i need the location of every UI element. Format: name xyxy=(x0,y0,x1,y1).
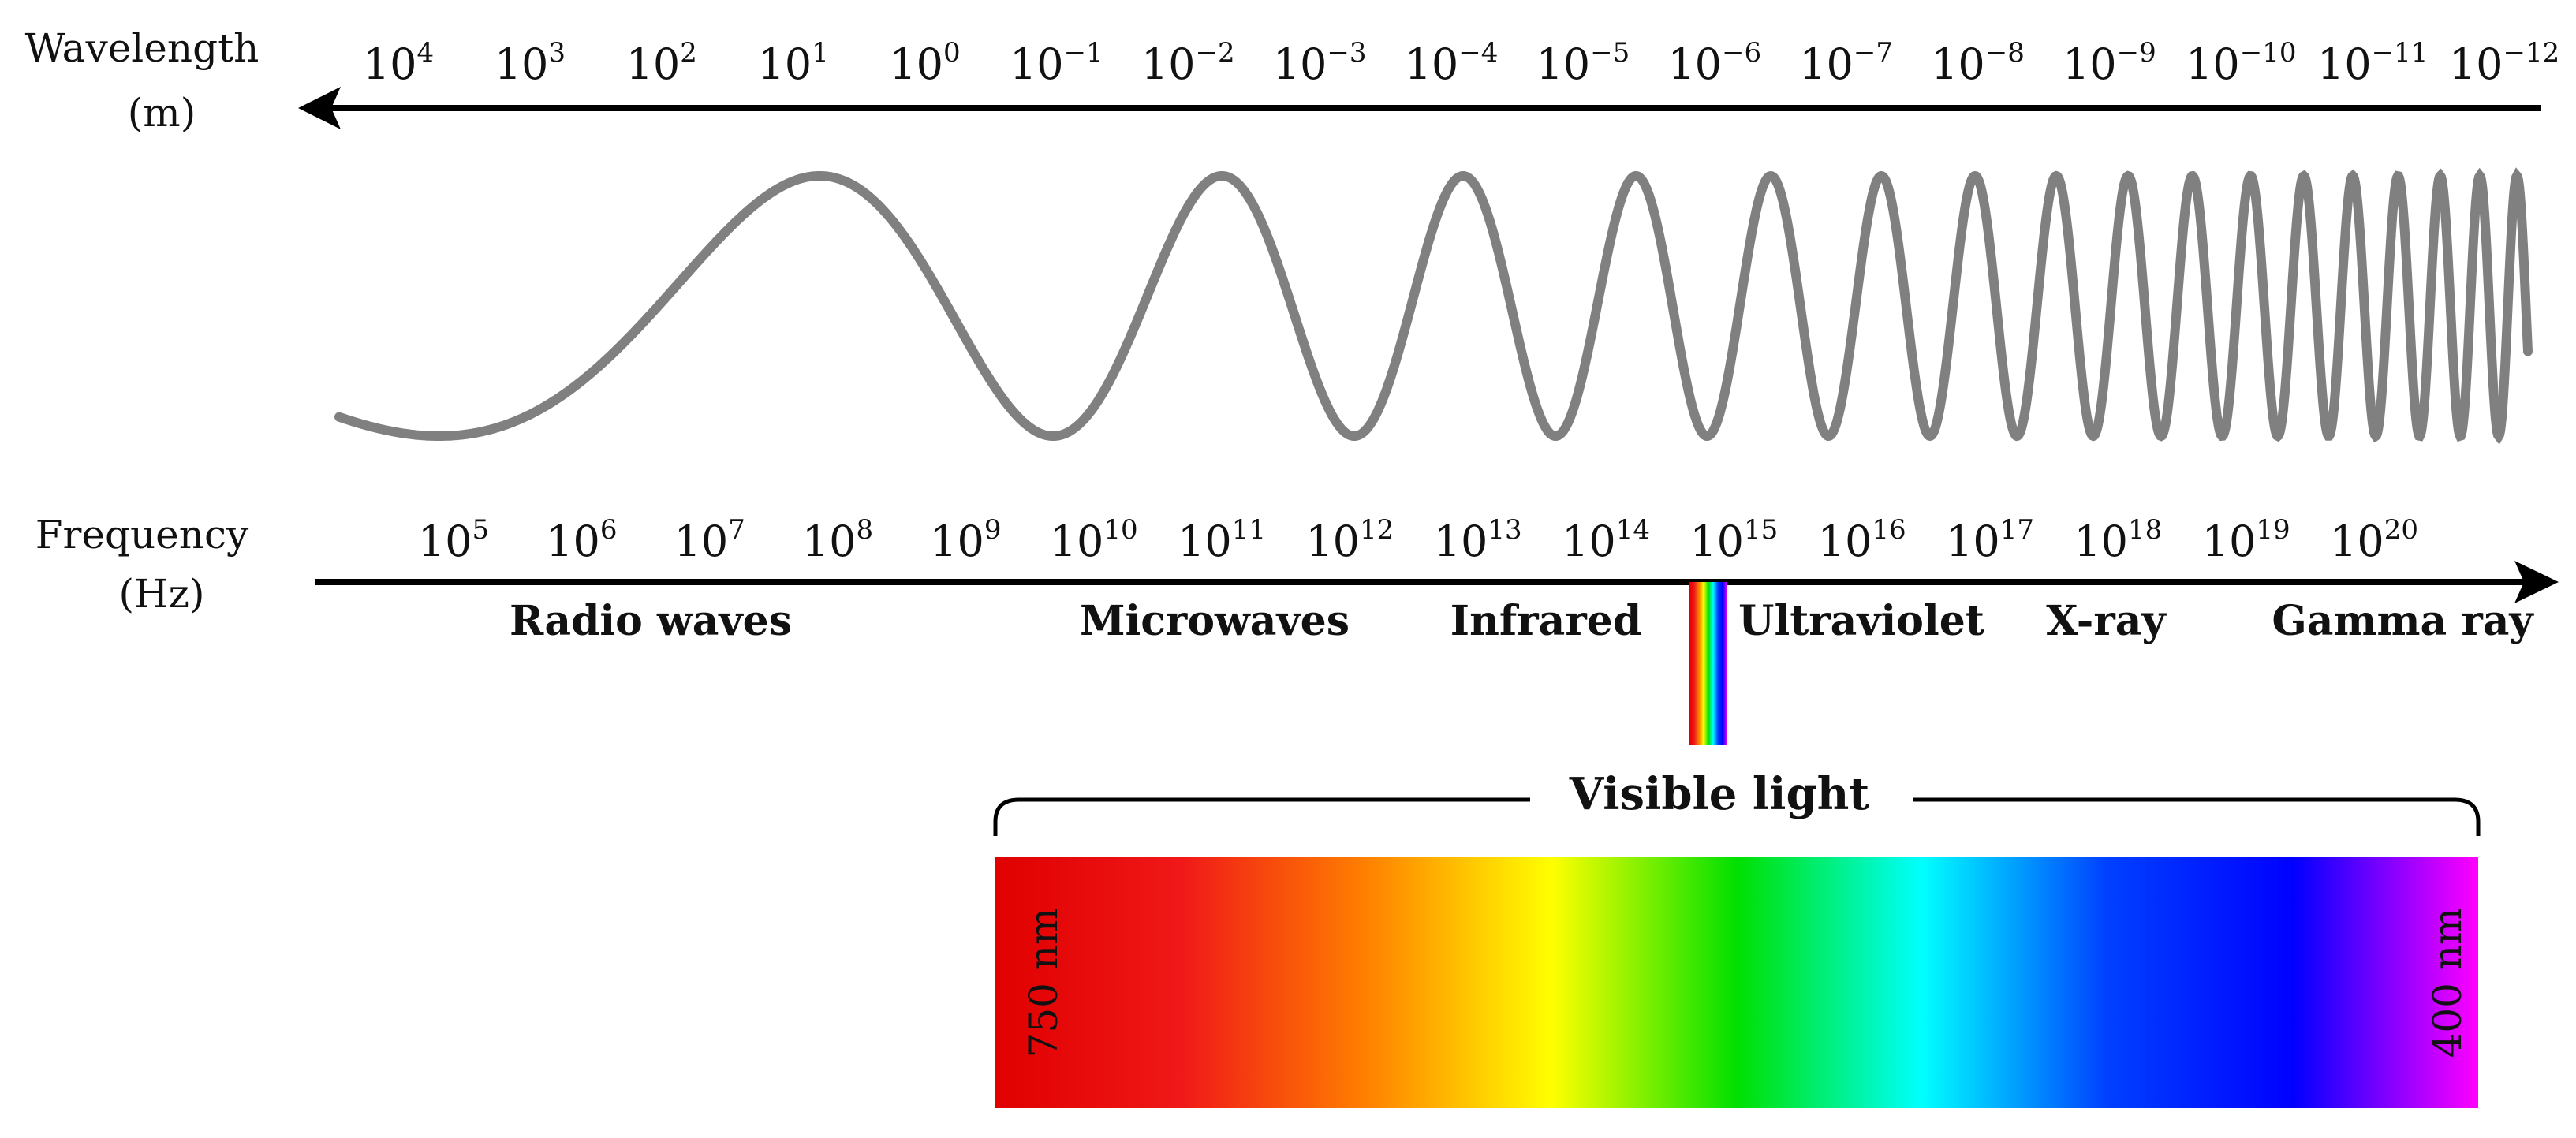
visible-start-label: 750 nm xyxy=(1021,908,1066,1058)
frequency-tick-label: 107 xyxy=(674,514,745,566)
band-label-radio: Radio waves xyxy=(510,597,792,645)
band-label-gamma: Gamma ray xyxy=(2272,597,2534,645)
wavelength-tick-label: 10−6 xyxy=(1667,37,1761,89)
wavelength-tick-label: 10−12 xyxy=(2449,37,2559,89)
visible-spectrum-bar xyxy=(995,857,2478,1108)
frequency-tick-label: 1017 xyxy=(1946,514,2034,566)
frequency-tick-label: 1011 xyxy=(1178,514,1266,566)
frequency-unit: (Hz) xyxy=(119,571,205,617)
wavelength-tick-label: 10−2 xyxy=(1141,37,1235,89)
frequency-tick-label: 108 xyxy=(802,514,873,566)
wavelength-tick-label: 100 xyxy=(889,37,960,89)
frequency-tick-label: 1018 xyxy=(2074,514,2162,566)
wavelength-tick-label: 10−3 xyxy=(1273,37,1367,89)
frequency-tick-label: 1015 xyxy=(1689,514,1778,566)
band-label-xray: X-ray xyxy=(2046,597,2167,645)
wavelength-tick-label: 10−8 xyxy=(1931,37,2025,89)
frequency-title: Frequency xyxy=(35,512,249,558)
frequency-tick-label: 106 xyxy=(546,514,617,566)
wavelength-unit: (m) xyxy=(128,90,196,136)
visible-light-title: Visible light xyxy=(1569,768,1870,820)
band-labels: Radio waves Microwaves Infrared Ultravio… xyxy=(510,597,2534,645)
wavelength-tick-label: 10−1 xyxy=(1010,37,1103,89)
band-label-microwaves: Microwaves xyxy=(1080,597,1350,645)
band-label-ultraviolet: Ultraviolet xyxy=(1738,597,1984,645)
frequency-tick-label: 109 xyxy=(930,514,1001,566)
frequency-tick-label: 1019 xyxy=(2202,514,2290,566)
wavelength-arrowhead-icon xyxy=(298,87,341,129)
wavelength-tick-label: 10−4 xyxy=(1405,37,1499,89)
frequency-tick-label: 1012 xyxy=(1305,514,1394,566)
wavelength-tick-label: 10−7 xyxy=(1799,37,1893,89)
band-label-infrared: Infrared xyxy=(1450,597,1641,645)
frequency-tick-label: 1020 xyxy=(2330,514,2418,566)
bracket-left xyxy=(993,797,1530,836)
frequency-tick-label: 1016 xyxy=(1818,514,1906,566)
wavelength-tick-label: 10−5 xyxy=(1536,37,1630,89)
wavelength-tick-label: 103 xyxy=(495,37,566,89)
frequency-arrowhead-icon xyxy=(2514,561,2559,603)
bracket-right xyxy=(1913,797,2481,836)
wavelength-tick-label: 10−9 xyxy=(2063,37,2156,89)
visible-band-strip xyxy=(1689,582,1727,745)
frequency-tick-label: 105 xyxy=(418,514,489,566)
wavelength-tick-labels: 104 103 102 101 100 10−1 10−2 10−3 10−4 10−5 10−6 1… xyxy=(363,37,2559,89)
wavelength-tick-label: 104 xyxy=(363,37,434,89)
visible-end-label: 400 nm xyxy=(2425,908,2470,1058)
wavelength-tick-label: 102 xyxy=(626,37,697,89)
wavelength-tick-label: 10−11 xyxy=(2317,37,2428,89)
frequency-tick-label: 1013 xyxy=(1434,514,1522,566)
frequency-tick-label: 1014 xyxy=(1562,514,1650,566)
frequency-tick-labels: 105 106 107 108 109 1010 1011 1012 1013 1014 1015 1… xyxy=(418,514,2418,566)
wavelength-tick-label: 10−10 xyxy=(2186,37,2296,89)
wavelength-axis: Wavelength (m) 104 103 102 101 100 10−1 10−2 10… xyxy=(25,25,2560,136)
visible-light-bracket: Visible light xyxy=(993,768,2481,836)
frequency-tick-label: 1010 xyxy=(1050,514,1138,566)
wavelength-tick-label: 101 xyxy=(757,37,828,89)
frequency-axis: Frequency (Hz) 105 106 107 108 109 1010 1011 10… xyxy=(35,512,2559,617)
wave-illustration xyxy=(334,167,2533,445)
wavelength-title: Wavelength xyxy=(25,25,259,71)
